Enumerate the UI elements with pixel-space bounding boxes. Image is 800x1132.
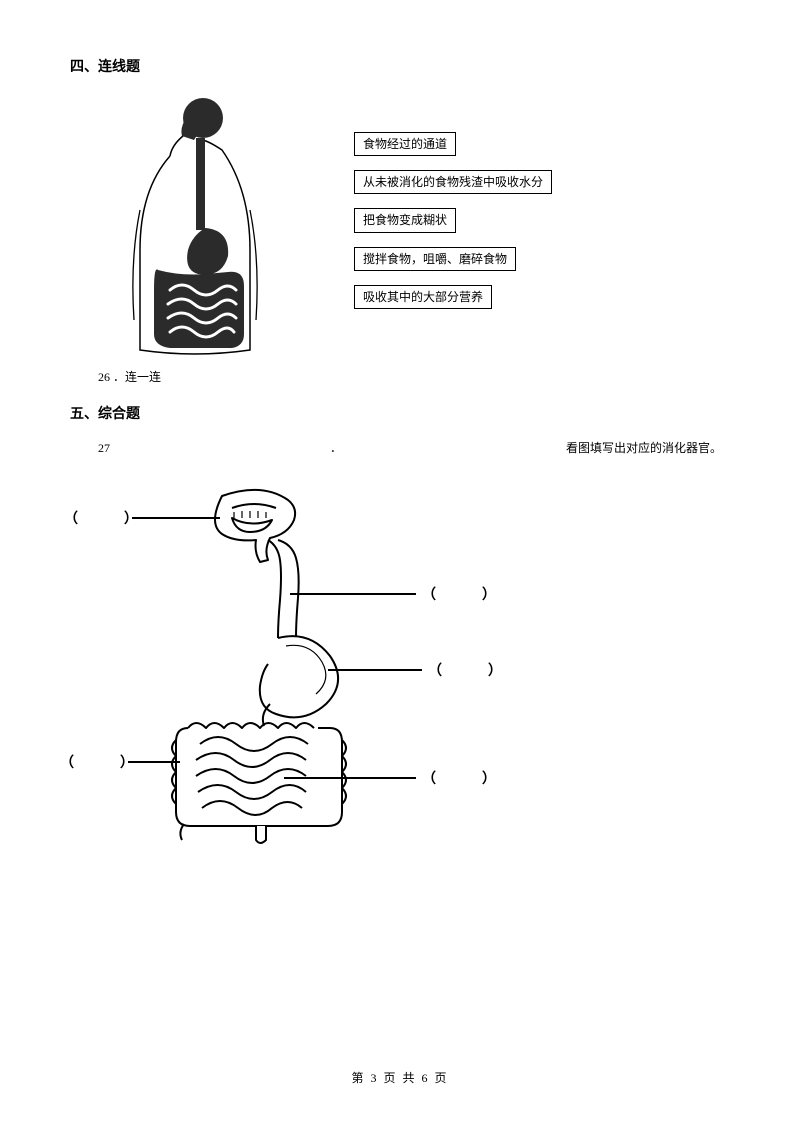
section4-heading: 四、连线题	[70, 56, 730, 76]
page-footer: 第 3 页 共 6 页	[0, 1069, 800, 1086]
q26-body-figure	[110, 90, 280, 360]
q26-option-3: 把食物变成糊状	[354, 208, 456, 232]
q26-number-label: 26 ．连一连	[98, 368, 730, 385]
page: 四、连线题	[0, 0, 800, 1132]
q27-blank-left-mid: （ ）	[60, 752, 135, 772]
q27-row: 27 ． 看图填写出对应的消化器官。	[98, 439, 730, 456]
q26-option-2: 从未被消化的食物残渣中吸收水分	[354, 170, 552, 194]
q26-option-5: 吸收其中的大部分营养	[354, 285, 492, 309]
q27-prompt: 看图填写出对应的消化器官。	[566, 439, 722, 456]
q26-row: 食物经过的通道 从未被消化的食物残渣中吸收水分 把食物变成糊状 搅拌食物，咀嚼、…	[110, 90, 730, 360]
q27-blank-right-1: （ ）	[422, 584, 497, 604]
q26-option-4: 搅拌食物，咀嚼、磨碎食物	[354, 247, 516, 271]
q27-figure: （ ） （ ） （ ） （ ） （ ）	[72, 478, 732, 848]
q27-dot: ．	[330, 441, 342, 455]
q26-options: 食物经过的通道 从未被消化的食物残渣中吸收水分 把食物变成糊状 搅拌食物，咀嚼、…	[354, 132, 552, 309]
q26-option-1: 食物经过的通道	[354, 132, 456, 156]
section5-heading: 五、综合题	[70, 403, 730, 423]
q27-blank-right-2: （ ）	[428, 660, 503, 680]
q27-blank-left-top: （ ）	[64, 508, 139, 528]
q27-blank-right-3: （ ）	[422, 768, 497, 788]
q27-number: 27	[98, 441, 122, 456]
